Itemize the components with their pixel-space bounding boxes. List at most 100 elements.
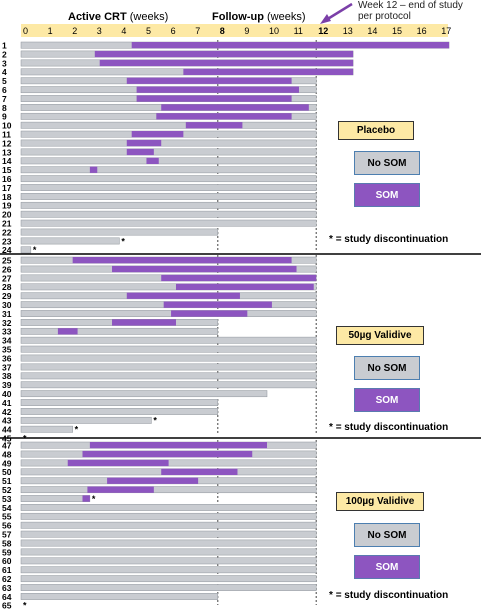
x-tick-label: 2 xyxy=(72,26,77,36)
row-id-label: 50 xyxy=(2,467,12,477)
row-id-label: 10 xyxy=(2,121,12,131)
som-bar xyxy=(89,166,98,173)
som-bar xyxy=(72,257,292,264)
som-bar xyxy=(175,283,314,290)
legend-placebo-som: SOM xyxy=(354,183,420,207)
row-id-label: 12 xyxy=(2,138,12,148)
x-tick-label: 15 xyxy=(392,26,402,36)
som-bar xyxy=(94,50,354,58)
disc-star-icon: * xyxy=(329,422,333,433)
row-id-label: 42 xyxy=(2,407,12,417)
legend-100ug-title: 100µg Validive xyxy=(336,492,424,511)
week-12-annotation: Week 12 – end of study per protocol xyxy=(358,0,463,22)
no-som-bar xyxy=(20,354,317,362)
legend-50ug-title: 50µg Validive xyxy=(336,326,424,345)
row-id-label: 56 xyxy=(2,521,12,531)
row-id-label: 13 xyxy=(2,147,12,157)
row-id-label: 6 xyxy=(2,85,7,95)
discontinuation-marker: * xyxy=(153,416,157,426)
row-id-label: 7 xyxy=(2,94,7,104)
som-bar xyxy=(136,86,299,93)
row-id-label: 33 xyxy=(2,327,12,337)
som-bar xyxy=(82,495,90,502)
row-id-label: 48 xyxy=(2,449,12,459)
no-som-bar xyxy=(20,512,317,520)
row-id-label: 47 xyxy=(2,441,12,451)
no-som-bar xyxy=(20,390,268,398)
row-id-label: 52 xyxy=(2,485,12,495)
x-tick-label: 4 xyxy=(121,26,126,36)
no-som-bar xyxy=(20,336,317,344)
som-bar xyxy=(99,59,354,67)
row-id-label: 34 xyxy=(2,336,12,346)
row-id-label: 31 xyxy=(2,309,12,319)
som-bar xyxy=(156,113,292,120)
row-id-label: 16 xyxy=(2,174,12,184)
row-id-label: 30 xyxy=(2,300,12,310)
x-tick-label: 3 xyxy=(97,26,102,36)
no-som-bar xyxy=(20,486,317,494)
no-som-bar xyxy=(20,381,317,389)
no-som-bar xyxy=(20,166,317,174)
legend-50ug-no-som: No SOM xyxy=(354,356,420,380)
som-bar xyxy=(67,459,169,467)
x-tick-label: 5 xyxy=(146,26,151,36)
no-som-bar xyxy=(20,530,317,538)
header-active-crt: Active CRT (weeks) xyxy=(68,11,168,23)
som-bar xyxy=(82,450,253,458)
legend-placebo-no-som: No SOM xyxy=(354,151,420,175)
row-id-label: 61 xyxy=(2,565,12,575)
row-id-label: 2 xyxy=(2,49,7,59)
row-id-label: 41 xyxy=(2,398,12,408)
row-id-label: 14 xyxy=(2,156,12,166)
no-som-bar xyxy=(20,184,317,191)
row-id-label: 19 xyxy=(2,201,12,211)
row-id-label: 38 xyxy=(2,371,12,381)
no-som-bar xyxy=(20,237,120,245)
som-bar xyxy=(87,486,154,493)
som-bar xyxy=(136,95,292,102)
no-som-bar xyxy=(20,345,317,353)
row-id-label: 28 xyxy=(2,282,12,292)
discontinuation-marker: * xyxy=(23,601,27,611)
annotation-arrow-head xyxy=(320,14,331,24)
som-bar xyxy=(126,139,162,147)
row-id-label: 55 xyxy=(2,512,12,522)
no-som-bar xyxy=(20,219,317,227)
row-id-label: 15 xyxy=(2,165,12,175)
no-som-bar xyxy=(20,504,317,511)
row-id-label: 53 xyxy=(2,494,12,504)
legend-100ug-som: SOM xyxy=(354,555,420,579)
row-id-label: 26 xyxy=(2,264,12,274)
row-id-label: 1 xyxy=(2,41,7,51)
som-bar xyxy=(89,442,267,449)
no-som-bar xyxy=(20,310,317,317)
no-som-bar xyxy=(20,228,219,236)
x-tick-label: 7 xyxy=(195,26,200,36)
row-id-label: 21 xyxy=(2,219,12,229)
row-id-label: 64 xyxy=(2,592,12,602)
som-bar xyxy=(163,301,272,308)
x-tick-label: 0 xyxy=(23,26,28,36)
som-bar xyxy=(131,131,184,138)
row-id-label: 40 xyxy=(2,389,12,399)
discontinuation-marker: * xyxy=(33,245,37,255)
som-bar xyxy=(146,157,159,164)
legend-100ug-discontinuation: * = study discontinuation xyxy=(329,590,449,601)
row-id-label: 37 xyxy=(2,362,12,372)
no-som-bar xyxy=(20,399,219,406)
som-bar xyxy=(112,265,297,273)
legend-50ug-discontinuation: * = study discontinuation xyxy=(329,422,449,433)
row-id-label: 51 xyxy=(2,476,12,486)
som-bar xyxy=(161,104,309,111)
row-id-label: 20 xyxy=(2,210,12,220)
no-som-bar xyxy=(20,139,317,147)
legend-placebo-discontinuation: * = study discontinuation xyxy=(329,234,449,245)
no-som-bar xyxy=(20,201,317,209)
no-som-bar xyxy=(20,372,317,380)
som-bar xyxy=(185,122,243,129)
no-som-bar xyxy=(20,593,219,600)
x-tick-label: 1 xyxy=(48,26,53,36)
no-som-bar xyxy=(20,548,317,556)
som-bar xyxy=(57,328,78,335)
